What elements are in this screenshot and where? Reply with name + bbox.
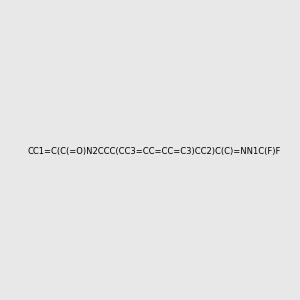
Text: CC1=C(C(=O)N2CCC(CC3=CC=CC=C3)CC2)C(C)=NN1C(F)F: CC1=C(C(=O)N2CCC(CC3=CC=CC=C3)CC2)C(C)=N… bbox=[27, 147, 280, 156]
